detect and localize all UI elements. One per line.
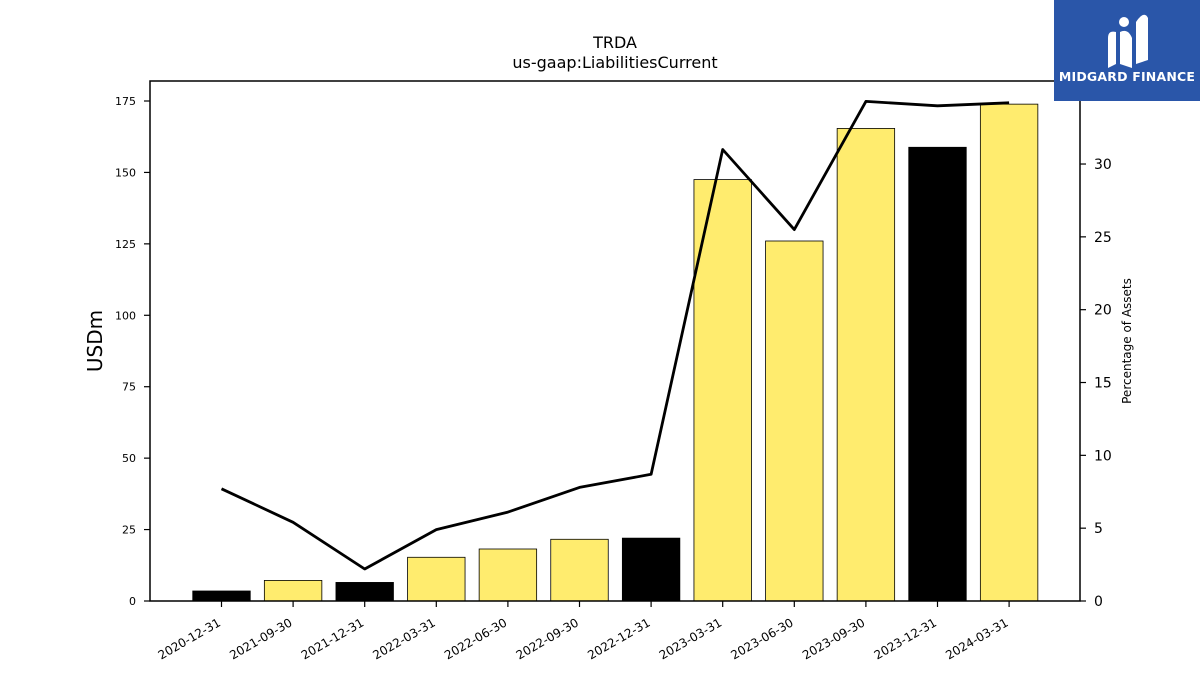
x-tick-label: 2022-03-31 — [370, 615, 437, 662]
x-tick-label: 2021-09-30 — [227, 615, 294, 662]
y-tick-label: 50 — [122, 452, 136, 465]
bar — [192, 590, 251, 602]
y-tick-label: 150 — [115, 166, 136, 179]
x-tick-label: 2021-12-31 — [299, 615, 366, 662]
bar — [335, 582, 394, 602]
line-layer — [220, 100, 1010, 571]
y2-tick-label: 0 — [1094, 594, 1103, 610]
bar — [550, 538, 609, 602]
bar — [693, 179, 752, 602]
y-axis-label: USDm — [83, 310, 107, 372]
bar — [621, 537, 681, 602]
x-tick-label: 2023-06-30 — [728, 615, 795, 662]
y-tick-label: 175 — [115, 95, 136, 108]
x-tick-label: 2022-09-30 — [514, 615, 581, 662]
bar — [908, 146, 967, 602]
bar — [478, 548, 538, 602]
y-tick-label: 125 — [115, 238, 136, 251]
x-tick-label: 2022-06-30 — [442, 615, 509, 662]
x-tick-label: 2024-03-31 — [943, 615, 1010, 662]
chart-title: TRDA — [592, 33, 637, 52]
logo-text: MIDGARD FINANCE — [1058, 69, 1196, 84]
x-tick-label: 2022-12-31 — [585, 615, 652, 662]
logo-mark-icon — [1108, 14, 1148, 68]
bar — [765, 240, 824, 602]
y2-tick-label: 25 — [1094, 230, 1112, 246]
chart-subtitle: us-gaap:LiabilitiesCurrent — [512, 53, 717, 72]
y-tick-label: 25 — [122, 524, 136, 537]
y-tick-label: 75 — [122, 381, 136, 394]
x-tick-label: 2023-12-31 — [872, 615, 939, 662]
y-tick-label: 100 — [115, 309, 136, 322]
y2-axis-label: Percentage of Assets — [1120, 278, 1134, 404]
bar — [407, 556, 466, 602]
brand-logo: MIDGARD FINANCE — [1054, 0, 1200, 101]
pct-of-assets-line — [220, 100, 1010, 571]
x-tick-label: 2023-09-30 — [800, 615, 867, 662]
y-tick-label: 0 — [129, 595, 136, 608]
y2-tick-label: 5 — [1094, 521, 1103, 537]
y2-tick-label: 15 — [1094, 376, 1112, 392]
x-tick-label: 2020-12-31 — [156, 615, 223, 662]
y2-tick-label: 20 — [1094, 303, 1112, 319]
bar — [979, 103, 1039, 602]
y2-tick-label: 10 — [1094, 448, 1112, 464]
bar — [263, 580, 323, 602]
bar — [836, 128, 896, 602]
y2-tick-label: 30 — [1094, 157, 1112, 173]
x-tick-label: 2023-03-31 — [657, 615, 724, 662]
plot-frame — [149, 80, 1081, 602]
bars-layer — [192, 103, 1039, 602]
